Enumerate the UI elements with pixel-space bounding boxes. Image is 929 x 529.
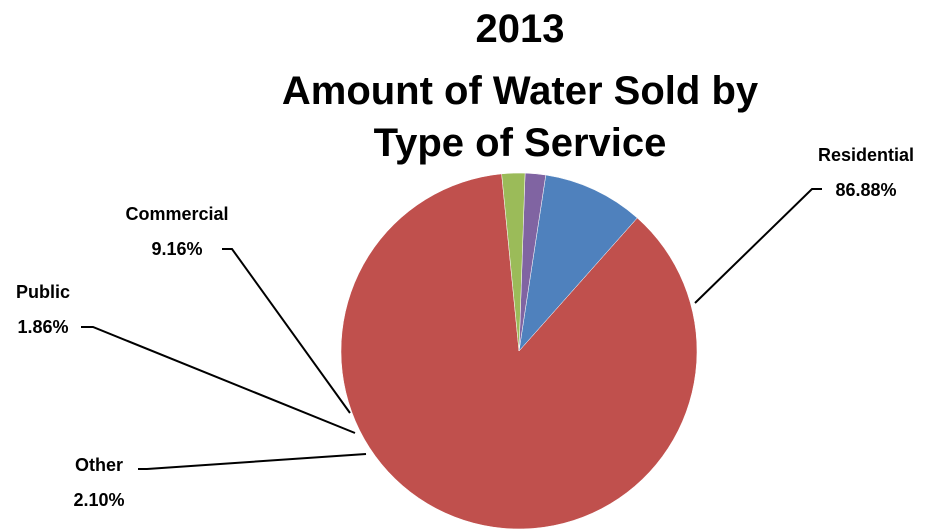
slice-name-other: Other bbox=[75, 455, 123, 475]
leader-line-public bbox=[81, 326, 356, 434]
slice-name-residential: Residential bbox=[818, 145, 914, 165]
leader-line-commercial bbox=[222, 248, 351, 414]
leader-lines bbox=[81, 188, 822, 470]
slice-value-commercial: 9.16% bbox=[151, 239, 202, 259]
pie-slice-other bbox=[501, 172, 526, 352]
slice-name-public: Public bbox=[16, 282, 70, 302]
chart-title-line-2: Amount of Water Sold by bbox=[282, 69, 759, 113]
chart-title-line-1: 2013 bbox=[476, 7, 565, 51]
pie-slice-residential bbox=[340, 173, 698, 529]
pie-slice-commercial bbox=[518, 174, 638, 352]
slice-value-residential: 86.88% bbox=[835, 180, 896, 200]
slice-value-public: 1.86% bbox=[17, 317, 68, 337]
chart-title-line-3: Type of Service bbox=[374, 121, 667, 165]
data-labels: Residential 86.88% Commercial 9.16% Publ… bbox=[16, 145, 914, 510]
leader-line-other bbox=[138, 453, 367, 470]
leader-line-residential bbox=[694, 188, 822, 304]
slice-value-other: 2.10% bbox=[73, 490, 124, 510]
slice-name-commercial: Commercial bbox=[125, 204, 228, 224]
pie-slices bbox=[340, 172, 698, 529]
